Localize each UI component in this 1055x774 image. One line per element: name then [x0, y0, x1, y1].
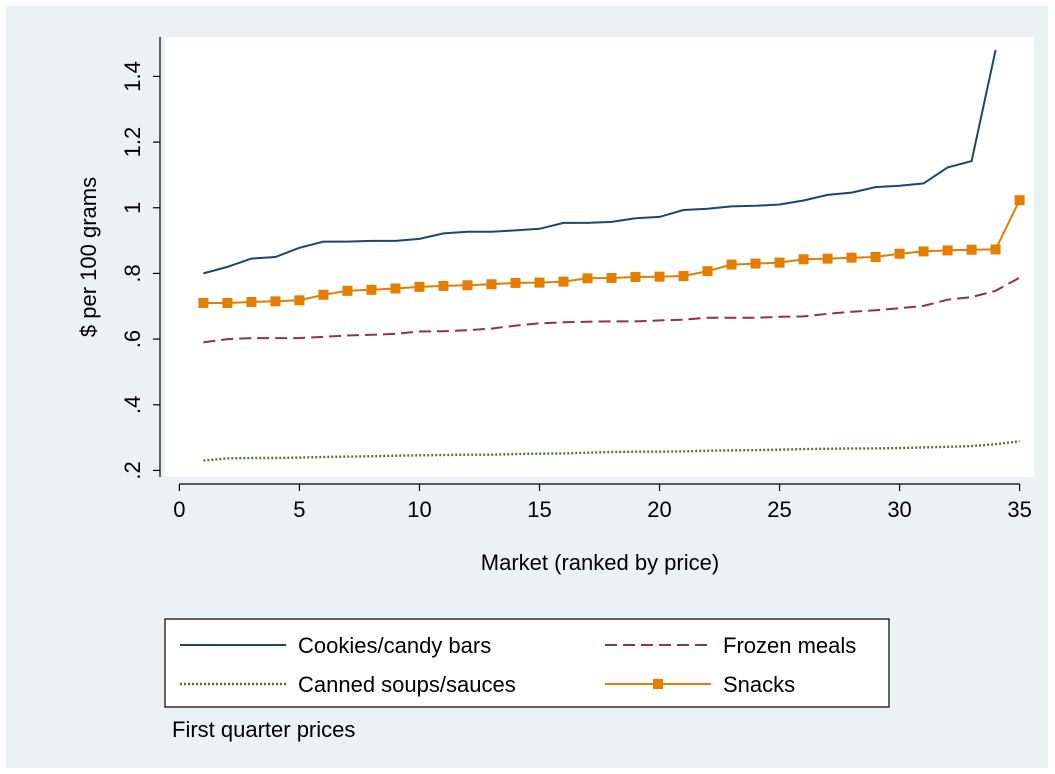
y-tick-label: .4: [120, 396, 145, 414]
x-axis: 0 5 10 15 20 25 30 35: [173, 483, 1032, 522]
data-point: [534, 277, 545, 288]
y-axis-title: $ per 100 grams: [76, 177, 101, 337]
data-point: [654, 271, 665, 282]
x-axis-title: Market (ranked by price): [481, 550, 719, 575]
y-tick-label: .2: [120, 461, 145, 479]
data-point: [918, 246, 929, 257]
data-point: [630, 272, 641, 283]
data-point: [822, 253, 833, 264]
data-point: [990, 244, 1001, 255]
data-point: [846, 252, 857, 263]
data-point: [582, 273, 593, 284]
data-point: [270, 296, 281, 307]
x-tick-label: 15: [527, 497, 551, 522]
legend-label: Frozen meals: [723, 633, 856, 658]
y-tick-label: .6: [120, 330, 145, 348]
data-point: [198, 297, 209, 308]
x-tick-label: 35: [1007, 497, 1031, 522]
plot-area: [165, 37, 1034, 477]
x-tick-label: 5: [293, 497, 305, 522]
data-point: [486, 279, 497, 290]
series-line: [203, 440, 1020, 462]
y-tick-label: 1.4: [120, 61, 145, 92]
series-line: [203, 276, 1021, 344]
series-line: [203, 49, 997, 275]
data-point: [678, 271, 689, 282]
legend-label: Snacks: [723, 672, 795, 697]
data-point: [798, 254, 809, 265]
data-point: [894, 248, 905, 259]
y-tick-label: .8: [120, 264, 145, 282]
legend-box: [164, 618, 890, 708]
legend-label: Canned soups/sauces: [298, 672, 516, 697]
data-point: [294, 295, 305, 306]
data-point: [870, 252, 881, 262]
data-point: [414, 281, 425, 292]
legend-marker: [653, 679, 663, 689]
data-point: [222, 297, 233, 308]
x-tick-label: 25: [767, 497, 791, 522]
data-point: [1014, 195, 1025, 206]
data-point: [774, 257, 785, 268]
data-point: [342, 285, 353, 296]
y-tick-label: 1.2: [120, 127, 145, 158]
data-point: [390, 283, 401, 294]
x-tick-label: 30: [887, 497, 911, 522]
data-point: [318, 289, 329, 300]
data-point: [606, 273, 617, 284]
data-point: [966, 244, 977, 255]
x-tick-label: 10: [407, 497, 431, 522]
legend-label: Cookies/candy bars: [298, 633, 491, 658]
chart-note: First quarter prices: [172, 717, 355, 742]
data-point: [726, 259, 737, 270]
data-point: [942, 245, 953, 256]
data-point: [510, 277, 521, 288]
y-axis: .2 .4 .6 .8 1 1.2 1.4: [120, 37, 161, 480]
data-point: [750, 258, 761, 269]
legend: Cookies/candy bars Frozen meals Canned sou…: [164, 618, 890, 708]
data-point: [366, 284, 377, 295]
x-tick-label: 20: [647, 497, 671, 522]
x-tick-label: 0: [173, 497, 185, 522]
data-point: [438, 280, 449, 291]
data-point: [702, 266, 713, 277]
data-point: [558, 276, 569, 287]
data-point: [462, 280, 473, 291]
y-tick-label: 1: [120, 202, 145, 214]
series-layer: [198, 49, 1025, 462]
data-point: [246, 296, 257, 307]
